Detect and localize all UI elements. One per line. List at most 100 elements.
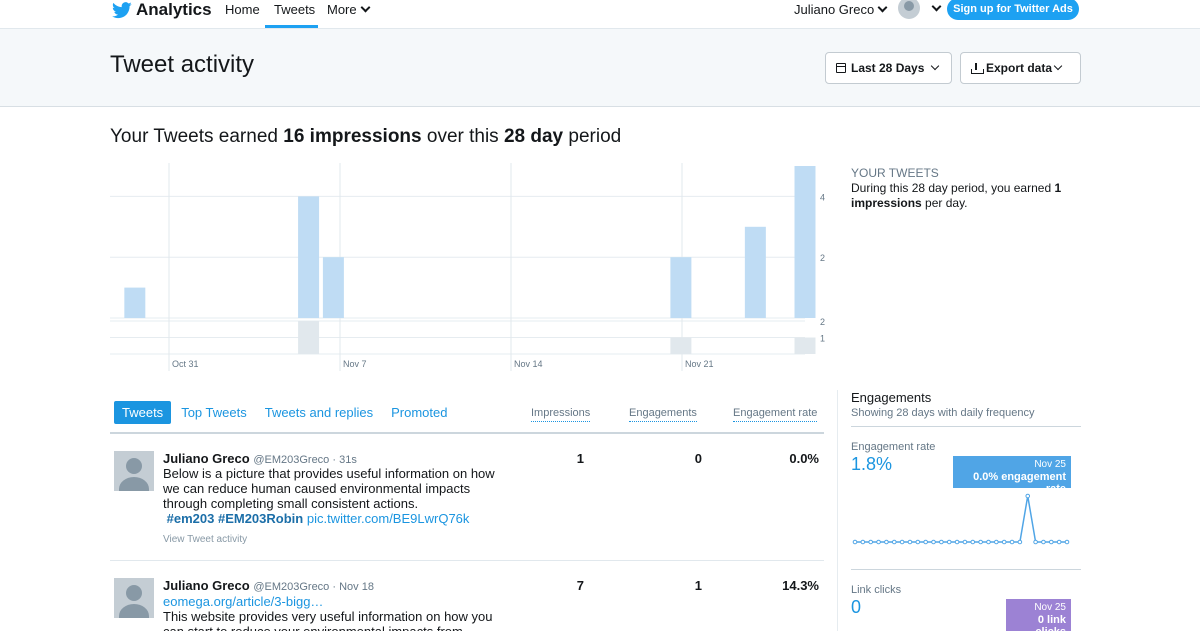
avatar-chevron-down-icon[interactable] — [931, 1, 942, 12]
signup-twitter-ads-button[interactable]: Sign up for Twitter Ads — [947, 0, 1079, 20]
tweet-body: Below is a picture that provides useful … — [163, 466, 503, 526]
engagement-rate-point — [970, 539, 976, 545]
engagement-rate-point — [1064, 539, 1070, 545]
column-impressions[interactable]: Impressions — [531, 407, 591, 422]
column-engagements[interactable]: Engagements — [629, 407, 697, 422]
tab-promoted[interactable]: Promoted — [391, 404, 448, 420]
your-tweets-text-post: per day. — [925, 196, 968, 210]
engagements-divider — [851, 426, 1081, 427]
engagement-rate-point — [868, 539, 874, 545]
summary-period: 28 day — [503, 126, 564, 147]
impressions-bar — [322, 257, 344, 318]
tweet-engagement-rate: 0.0% — [789, 451, 819, 466]
tweet-media-link[interactable]: pic.twitter.com/BE9LwrQ76k — [306, 511, 470, 526]
tweet-header: Juliano Greco @EM203Greco · Nov 18 — [163, 578, 374, 593]
summary-middle: over this — [426, 126, 499, 147]
tweet-header: Juliano Greco @EM203Greco · 31s — [163, 451, 357, 466]
impressions-summary: Your Tweets earned 16 impressions over t… — [110, 126, 621, 148]
link-clicks-value: 0 — [851, 597, 862, 617]
engagement-rate-point — [1041, 539, 1046, 545]
user-menu[interactable]: Juliano Greco — [794, 2, 888, 17]
engagement-rate-point — [986, 539, 991, 545]
date-range-button[interactable]: Last 28 Days — [825, 52, 952, 84]
x-tick-label: Oct 31 — [172, 359, 199, 369]
tweet-hashtag[interactable]: #EM203Robin — [217, 511, 304, 526]
page-title: Tweet activity — [110, 51, 255, 78]
panel-divider — [837, 390, 838, 631]
date-range-label: Last 28 Days — [851, 61, 925, 75]
tweet-link[interactable]: eomega.org/article/3-bigg… — [163, 594, 324, 609]
chevron-down-icon — [1053, 61, 1063, 71]
engagement-rate-point — [1048, 539, 1054, 545]
engagements-title: Engagements — [851, 390, 932, 405]
engagement-rate-point — [1025, 493, 1031, 499]
tab-top-tweets[interactable]: Top Tweets — [181, 404, 247, 420]
chevron-down-icon — [360, 2, 371, 13]
engagement-rate-label: Engagement rate — [851, 441, 936, 453]
tab-tweets-and-replies[interactable]: Tweets and replies — [264, 404, 374, 420]
impressions-chart: Oct 31 Nov 7 Nov 14 Nov 21 4 2 2 1 — [110, 163, 825, 371]
engagement-rate-point — [946, 539, 952, 545]
twitter-bird-icon — [112, 1, 132, 18]
tweet-hashtag[interactable]: #em203 — [166, 511, 215, 526]
tweet-avatar[interactable] — [114, 451, 154, 491]
header-band: Tweet activity Last 28 Days Export data — [0, 29, 1200, 107]
tweet-text: This website provides very useful inform… — [163, 609, 493, 631]
chevron-down-icon — [931, 61, 940, 71]
nav-home-link[interactable]: Home — [225, 2, 260, 17]
y-tick-label: 2 — [820, 253, 825, 263]
export-data-button[interactable]: Export data — [960, 52, 1081, 84]
engagement-rate-point — [884, 539, 889, 545]
impressions-bar — [670, 257, 692, 318]
tweet-engagements: 1 — [694, 578, 702, 593]
your-tweets-text-bold: 1 impressions — [851, 181, 1062, 210]
tooltip-date: Nov 25 — [1034, 602, 1066, 613]
nav-active-underline — [265, 25, 318, 28]
nav-more-menu[interactable]: More — [327, 2, 371, 17]
panel-section-divider — [851, 569, 1081, 570]
nav-tweets-link[interactable]: Tweets — [274, 2, 316, 17]
engagement-rate-point — [994, 539, 999, 545]
link-clicks-tooltip: Nov 25 0 link clicks — [1006, 599, 1071, 638]
chevron-down-icon — [877, 2, 888, 13]
tweet-impressions: 1 — [576, 451, 584, 466]
analytics-title: Analytics — [136, 0, 212, 19]
user-avatar[interactable] — [898, 0, 920, 19]
engagement-rate-line — [855, 495, 1067, 543]
tweet-author-name[interactable]: Juliano Greco — [163, 578, 250, 593]
impressions-bar — [794, 166, 816, 318]
engagement-rate-point — [1001, 539, 1007, 545]
engagement-rate-point — [907, 539, 913, 545]
engagement-rate-point — [860, 539, 866, 545]
x-tick-label: Nov 7 — [343, 359, 367, 369]
view-tweet-activity-link[interactable]: View Tweet activity — [163, 534, 248, 545]
engagement-rate-point — [954, 539, 960, 545]
engagement-rate-point — [852, 539, 858, 545]
analytics-logo[interactable]: Analytics — [112, 0, 212, 20]
engagements-bar — [670, 337, 692, 354]
impressions-bar — [298, 196, 320, 318]
engagement-rate-tooltip: Nov 25 0.0% engagement rate — [953, 456, 1071, 495]
tab-tweets[interactable]: Tweets — [114, 400, 172, 424]
link-clicks-label: Link clicks — [851, 584, 902, 596]
calendar-icon — [836, 63, 846, 73]
tweet-avatar[interactable] — [114, 578, 154, 618]
engagement-rate-point — [931, 539, 936, 545]
engagement-rate-point — [891, 539, 897, 545]
engagements-subtitle: Showing 28 days with daily frequency — [851, 407, 1035, 419]
engagement-rate-point — [939, 539, 944, 545]
download-icon — [971, 62, 984, 74]
tweet-author-name[interactable]: Juliano Greco — [163, 451, 250, 466]
tweet-impressions: 7 — [576, 578, 584, 593]
tweet-handle: @EM203Greco · 31s — [253, 454, 357, 466]
engagement-rate-point — [1033, 539, 1038, 545]
y-tick-label: 2 — [820, 317, 825, 327]
summary-suffix: period — [568, 126, 622, 147]
engagement-rate-point — [1017, 539, 1023, 545]
engagement-rate-point — [876, 539, 881, 545]
your-tweets-text-pre: During this 28 day period, you earned — [851, 181, 1052, 195]
column-engagement-rate[interactable]: Engagement rate — [733, 407, 818, 422]
engagement-rate-point — [923, 539, 928, 545]
engagement-rate-sparkline — [852, 493, 1070, 545]
summary-impressions: 16 impressions — [283, 126, 422, 147]
